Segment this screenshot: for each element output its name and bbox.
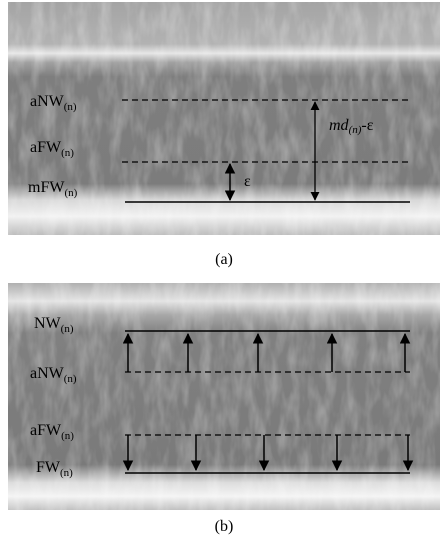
caption: (b) xyxy=(215,518,234,535)
caption: (a) xyxy=(215,251,233,268)
panel-b: NW(n) aNW(n) aFW(n) FW(n) (b) xyxy=(8,283,440,535)
epsilon-label: ε xyxy=(244,173,251,190)
figure: aNW(n) aFW(n) mFW(n) md(n)-ε ε (a) NW(n)… xyxy=(0,0,448,542)
panel-a: aNW(n) aFW(n) mFW(n) md(n)-ε ε (a) xyxy=(8,2,440,268)
image-texture xyxy=(8,2,440,235)
